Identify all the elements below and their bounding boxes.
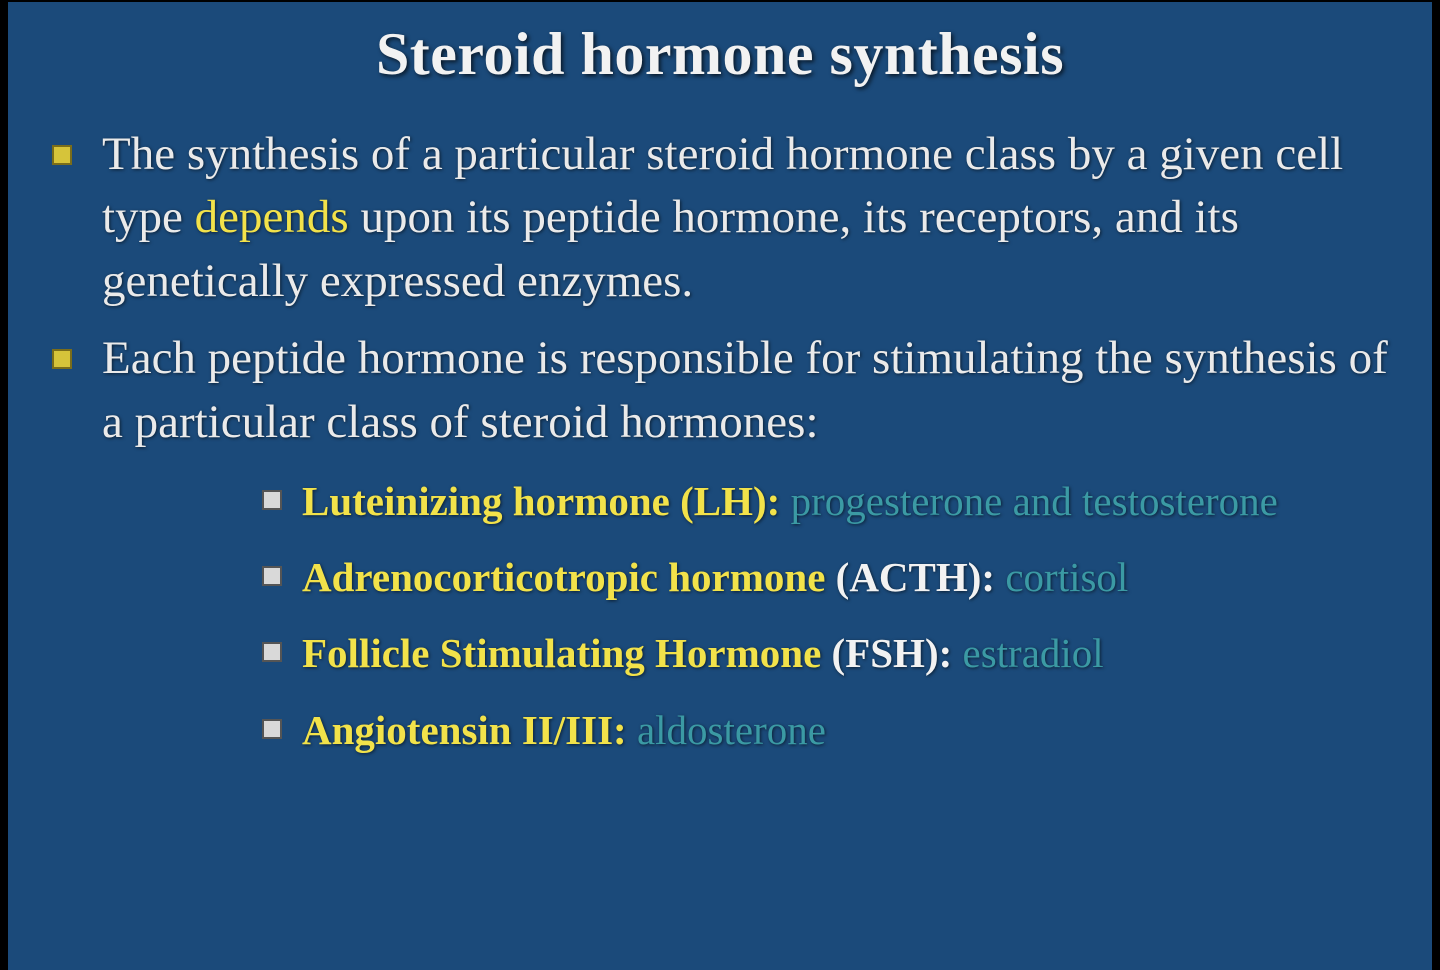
hormone-abbr: (LH): <box>680 478 780 524</box>
hormone-name: Angiotensin II/III: <box>302 707 627 753</box>
hormone-name: Adrenocorticotropic hormone <box>302 554 825 600</box>
hormone-target: aldosterone <box>627 707 826 753</box>
slide-title: Steroid hormone synthesis <box>38 20 1402 89</box>
sub-bullet-item: Follicle Stimulating Hormone (FSH): estr… <box>262 626 1402 680</box>
hormone-abbr: (FSH): <box>821 630 952 676</box>
bullet-keyword: depends <box>195 191 349 243</box>
sub-bullet-item: Angiotensin II/III: aldosterone <box>262 703 1402 757</box>
sub-bullet-item: Adrenocorticotropic hormone (ACTH): cort… <box>262 550 1402 604</box>
bullet-text: Each peptide hormone is responsible for … <box>102 332 1388 447</box>
hormone-abbr: (ACTH): <box>825 554 995 600</box>
slide: Steroid hormone synthesis The synthesis … <box>8 2 1432 970</box>
bullet-list-level2: Luteinizing hormone (LH): progesterone a… <box>262 474 1402 756</box>
bullet-list-level1: The synthesis of a particular steroid ho… <box>44 123 1402 757</box>
hormone-target: estradiol <box>952 630 1103 676</box>
hormone-name: Follicle Stimulating Hormone <box>302 630 821 676</box>
sub-bullet-item: Luteinizing hormone (LH): progesterone a… <box>262 474 1402 528</box>
hormone-target: cortisol <box>995 554 1128 600</box>
bullet-item: Each peptide hormone is responsible for … <box>44 327 1402 756</box>
hormone-name: Luteinizing hormone <box>302 478 680 524</box>
bullet-item: The synthesis of a particular steroid ho… <box>44 123 1402 313</box>
hormone-target: progesterone and testosterone <box>780 478 1278 524</box>
